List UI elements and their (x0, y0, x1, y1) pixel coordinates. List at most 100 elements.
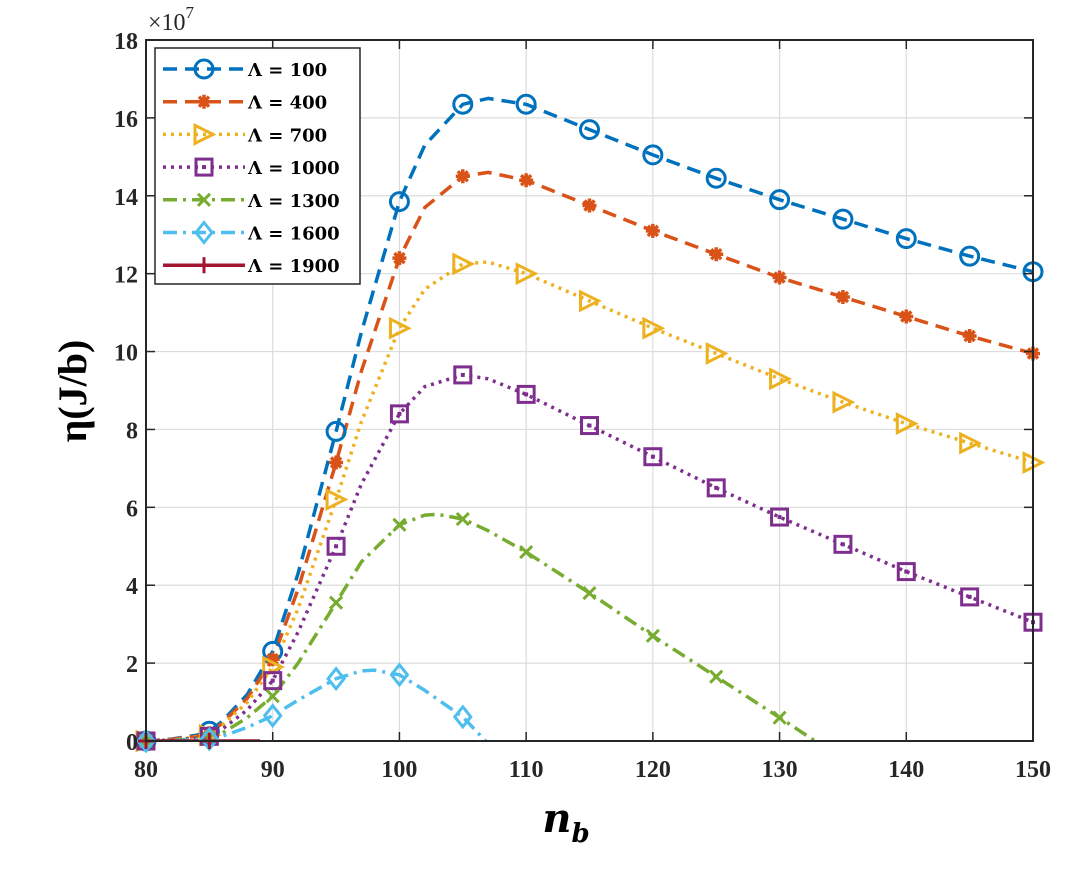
marker-square-shape (326, 536, 346, 556)
data-point-s0-p10 (769, 189, 791, 211)
data-point-s3-p5 (453, 365, 473, 385)
marker-square-dot (270, 678, 275, 683)
legend-label-2: Λ = 700 (247, 125, 327, 146)
marker-asterisk-shape (197, 94, 211, 109)
marker-circle-shape (515, 93, 537, 115)
marker-circle-shape (832, 208, 854, 230)
marker-asterisk-shape (835, 290, 850, 305)
x-tick-label: 80 (134, 757, 158, 783)
legend-marker-2 (193, 122, 217, 146)
legend-label-6: Λ = 1900 (247, 256, 340, 277)
marker-square-dot (397, 411, 402, 416)
marker-triangle-shape (193, 122, 217, 146)
marker-square-shape (643, 447, 663, 467)
data-point-s1-p10 (772, 270, 787, 285)
data-point-s5-p4 (389, 662, 410, 688)
legend-marker-0 (193, 58, 215, 80)
x-axis-label: nb (542, 795, 589, 849)
marker-square-shape (389, 404, 409, 424)
data-point-s4-p3 (329, 595, 344, 610)
marker-circle-shape (452, 93, 474, 115)
marker-asterisk-shape (582, 198, 597, 213)
data-point-s1-p6 (519, 173, 534, 188)
marker-square-dot (967, 594, 972, 599)
marker-square-shape (580, 416, 599, 436)
marker-circle-shape (769, 189, 791, 211)
legend-marker-4 (196, 192, 212, 207)
data-point-s4-p4 (392, 517, 407, 532)
data-point-s3-p4 (389, 404, 409, 424)
marker-circle-shape (193, 58, 215, 80)
marker-square-dot (202, 165, 206, 170)
data-point-s3-p12 (896, 562, 916, 582)
data-point-s1-p13 (962, 328, 977, 343)
marker-square-dot (777, 515, 782, 520)
data-point-s2-p5 (452, 252, 476, 276)
marker-diamond-shape (194, 220, 214, 245)
data-point-s2-p7 (579, 289, 602, 313)
marker-triangle-shape (388, 316, 412, 340)
legend: Λ = 100 Λ = 400 Λ = 700 Λ = 1000 Λ = 1300 Λ =… (154, 47, 361, 285)
marker-triangle-shape (515, 262, 539, 286)
data-point-s0-p4 (388, 191, 410, 213)
marker-asterisk-shape (265, 652, 280, 667)
marker-circle-shape (895, 228, 917, 250)
data-point-s2-p11 (832, 390, 856, 414)
data-point-s0-p5 (452, 93, 474, 115)
marker-x-shape (392, 517, 407, 532)
data-point-s3-p9 (706, 478, 726, 498)
data-point-s5-p5 (452, 704, 473, 730)
data-point-s0-p8 (642, 144, 664, 166)
y-tick-label: 8 (126, 418, 138, 444)
marker-circle-shape (705, 167, 727, 189)
data-point-s0-p11 (832, 208, 854, 230)
marker-square-dot (840, 542, 845, 547)
data-point-s1-p9 (709, 247, 724, 262)
marker-diamond-shape (389, 662, 410, 688)
marker-asterisk-shape (455, 169, 470, 184)
marker-asterisk-shape (519, 173, 534, 188)
marker-square-dot (587, 423, 592, 428)
x-tick-label: 130 (762, 757, 798, 783)
data-point-s4-p2 (265, 689, 280, 704)
y-axis-label: η(J/b) (50, 340, 95, 443)
data-point-s0-p3 (325, 420, 347, 442)
y-tick-label: 14 (114, 185, 138, 211)
marker-square-dot (714, 485, 719, 490)
marker-asterisk-shape (329, 455, 344, 470)
marker-square-dot (650, 454, 655, 459)
marker-x-shape (645, 628, 660, 643)
data-point-s5-p1 (199, 726, 220, 752)
data-point-s4-p10 (772, 710, 787, 725)
marker-square-shape (706, 478, 726, 498)
data-point-s4-p9 (709, 669, 724, 684)
data-point-s4-p6 (519, 545, 534, 560)
data-point-s3-p11 (833, 534, 853, 554)
data-point-s1-p11 (835, 290, 850, 305)
marker-x-shape (265, 689, 280, 704)
marker-asterisk-shape (962, 328, 977, 343)
x-tick-label: 90 (261, 757, 285, 783)
marker-square-shape (960, 587, 980, 607)
marker-square-shape (516, 384, 536, 404)
legend-label-5: Λ = 1600 (247, 224, 340, 245)
marker-circle-shape (642, 144, 664, 166)
data-point-s5-p0 (136, 728, 156, 754)
data-point-s1-p3 (329, 455, 344, 470)
data-point-s4-p8 (645, 628, 660, 643)
y-tick-label: 4 (126, 574, 138, 600)
marker-triangle-shape (642, 316, 666, 340)
marker-square-dot (460, 372, 465, 377)
legend-marker-5 (194, 220, 214, 245)
data-point-s2-p9 (705, 342, 729, 365)
series-markers (135, 93, 1046, 754)
marker-square-shape (194, 157, 214, 177)
marker-asterisk-shape (709, 247, 724, 262)
marker-diamond-shape (136, 728, 156, 754)
marker-triangle-shape (769, 367, 792, 391)
data-point-s4-p7 (582, 585, 597, 601)
marker-asterisk-shape (772, 270, 787, 285)
marker-x-shape (455, 511, 470, 527)
legend-marker-1 (197, 94, 211, 109)
